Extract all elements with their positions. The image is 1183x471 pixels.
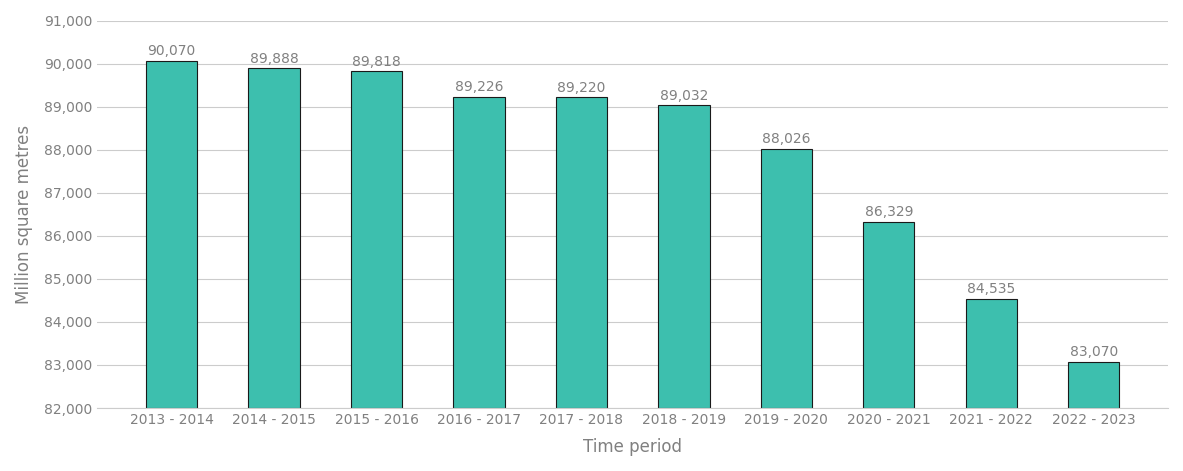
Text: 90,070: 90,070 <box>148 44 195 58</box>
Text: 89,226: 89,226 <box>454 80 503 94</box>
Text: 86,329: 86,329 <box>865 205 913 219</box>
Text: 88,026: 88,026 <box>762 132 810 146</box>
Bar <box>453 97 505 408</box>
Bar <box>556 97 607 408</box>
Bar <box>658 105 710 408</box>
Bar <box>351 72 402 408</box>
Bar <box>248 68 299 408</box>
Bar <box>1068 362 1119 408</box>
Y-axis label: Million square metres: Million square metres <box>15 125 33 304</box>
Bar <box>864 222 914 408</box>
Bar <box>965 299 1017 408</box>
Bar <box>761 148 812 408</box>
Bar <box>146 61 198 408</box>
Text: 89,818: 89,818 <box>353 55 401 69</box>
Text: 83,070: 83,070 <box>1069 345 1118 359</box>
Text: 84,535: 84,535 <box>968 282 1015 296</box>
Text: 89,888: 89,888 <box>250 52 298 66</box>
Text: 89,032: 89,032 <box>660 89 709 103</box>
Text: 89,220: 89,220 <box>557 81 606 95</box>
X-axis label: Time period: Time period <box>583 438 683 456</box>
